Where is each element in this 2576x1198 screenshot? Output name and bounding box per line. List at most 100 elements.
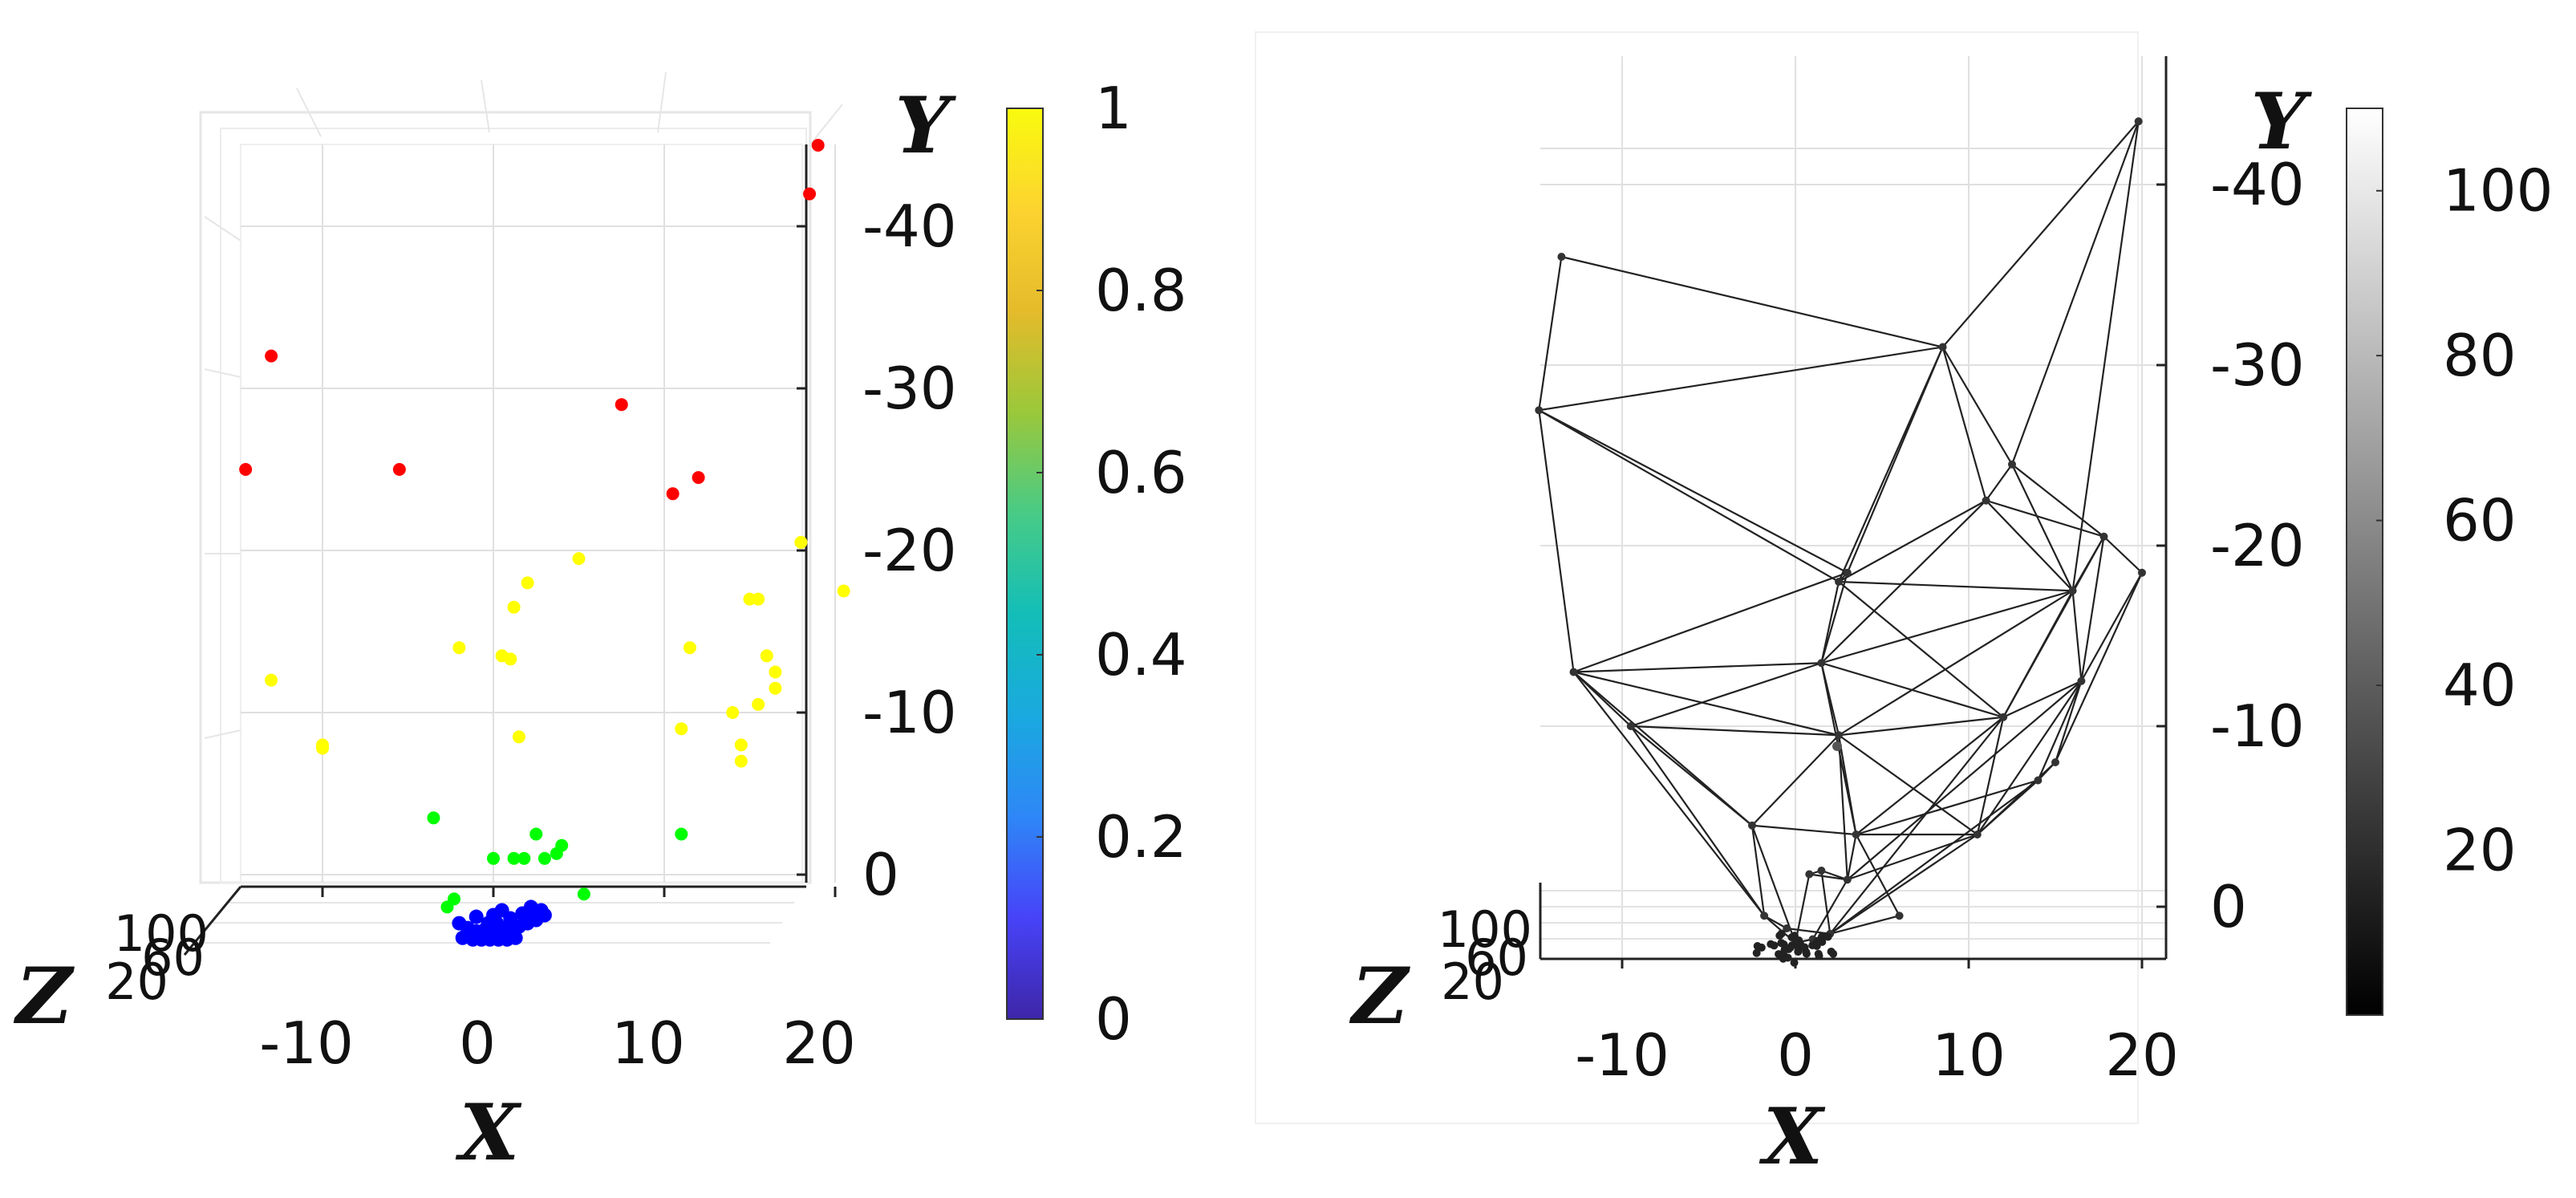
scatter-points — [239, 139, 850, 947]
y-tick-label: -30 — [862, 355, 957, 422]
x-tick-label: -10 — [259, 1009, 354, 1077]
x-axis-title: X — [455, 1087, 522, 1178]
data-point-blue — [508, 930, 523, 945]
y-tick-label: -10 — [862, 679, 957, 746]
network-node — [1973, 830, 1982, 839]
y-axis-title: Y — [2251, 76, 2313, 167]
network-edge — [1820, 572, 1848, 664]
network-edge — [1941, 346, 2013, 465]
data-point-yellow — [683, 641, 696, 655]
data-point-yellow — [752, 697, 765, 711]
network-edge — [1573, 662, 1822, 673]
network-node — [1794, 948, 1803, 956]
y-tick-label: -10 — [2210, 692, 2305, 760]
data-point-blue — [494, 903, 509, 918]
network-node — [1748, 821, 1756, 830]
network-edge — [1838, 590, 2074, 737]
data-point-yellow — [734, 754, 748, 768]
colorbar-tick-label: 0.4 — [1095, 621, 1187, 688]
data-point-yellow — [837, 584, 850, 598]
z-tick-label: 60 — [141, 928, 205, 987]
network-edge — [1573, 571, 1848, 673]
network-node — [1817, 867, 1826, 875]
network-node — [1795, 940, 1804, 948]
network-edge — [2010, 120, 2140, 465]
network-node — [2008, 460, 2016, 469]
network-nodes — [1535, 117, 2146, 967]
data-point-yellow — [769, 665, 782, 679]
x-tick-label: 0 — [459, 1009, 496, 1077]
colorbar-gradient — [1006, 108, 1044, 1020]
network-edge — [1821, 590, 2073, 664]
network-edge — [1561, 255, 1943, 348]
z-axis-title: Z — [13, 951, 75, 1042]
panel-frame — [1255, 31, 2139, 1124]
network-node — [1753, 942, 1762, 951]
z-tick-label: 100 — [114, 904, 209, 963]
network-node — [1835, 731, 1843, 740]
data-point-yellow — [265, 673, 278, 687]
network-colorbar: 20 40 60 80 100 — [2346, 108, 2553, 1016]
colorbar-tick-label: 20 — [2443, 817, 2517, 884]
network-edge — [2080, 536, 2105, 681]
x-tick-label: 20 — [782, 1009, 856, 1077]
data-point-yellow — [316, 741, 329, 755]
data-point-red — [811, 139, 825, 152]
network-node — [1817, 659, 1826, 668]
data-point-yellow — [726, 706, 740, 719]
network-node — [1999, 713, 2008, 721]
network-edge — [1630, 662, 1822, 728]
z-tick-label: 60 — [1465, 928, 1528, 987]
network-edge — [1846, 834, 1857, 880]
network-edge — [1820, 499, 1987, 664]
network-edge — [1986, 499, 2104, 538]
network-node — [1852, 830, 1860, 839]
scatter-colorbar: 0 0.2 0.4 0.6 0.8 1 — [1006, 75, 1187, 1053]
network-edge — [1809, 873, 1848, 881]
data-point-yellow — [760, 649, 773, 663]
network-edge — [1985, 499, 2074, 592]
network-edges — [1538, 120, 2144, 944]
network-node — [1752, 948, 1761, 957]
data-point-red — [265, 349, 278, 363]
network-edge — [1750, 825, 1797, 944]
network-edge — [1847, 680, 2083, 881]
network-edge — [1941, 347, 1987, 502]
network-edge — [1985, 464, 2013, 502]
network-edge — [1538, 409, 1848, 574]
network-edge — [1538, 409, 1840, 583]
network-edge — [1829, 717, 2005, 935]
network-edge — [1751, 824, 1856, 836]
colorbar-tick-label: 100 — [2443, 157, 2553, 225]
network-node — [1783, 924, 1791, 932]
data-point-red — [615, 398, 628, 412]
data-point-green — [538, 851, 551, 865]
network-node — [1775, 950, 1783, 959]
data-point-green — [675, 827, 688, 841]
network-node — [1760, 912, 1769, 920]
network-node — [1843, 875, 1852, 884]
network-node — [1812, 941, 1821, 950]
network-node — [1569, 668, 1578, 676]
data-point-yellow — [512, 730, 525, 744]
x-tick-label: 0 — [1777, 1021, 1814, 1089]
network-edge — [1829, 779, 2039, 935]
network-node — [1786, 943, 1795, 952]
network-node — [1832, 741, 1842, 751]
network-edge — [1572, 671, 1753, 826]
network-edge — [1820, 581, 1840, 664]
network-edge — [1838, 581, 2004, 718]
data-point-yellow — [769, 681, 782, 695]
network-edge — [1539, 346, 1943, 412]
network-node — [1777, 939, 1786, 948]
network-node — [2034, 776, 2043, 785]
network-node — [1835, 578, 1843, 586]
colorbar-tick-label: 0 — [1095, 985, 1132, 1053]
network-edge — [1977, 779, 2039, 835]
network-edge — [1811, 879, 1848, 940]
data-point-red — [692, 471, 705, 485]
network-edge — [1763, 915, 1787, 929]
network-node — [1626, 722, 1635, 730]
